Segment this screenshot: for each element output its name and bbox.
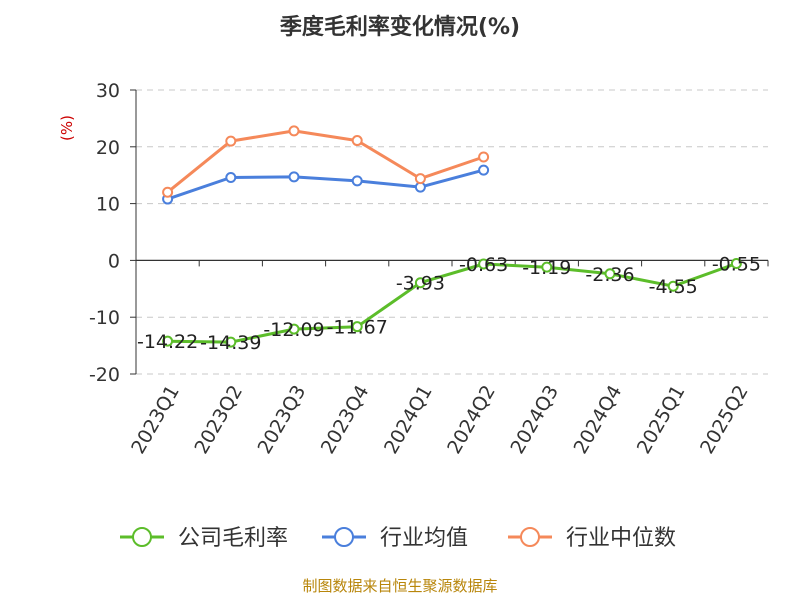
data-point-s2-0 bbox=[162, 186, 174, 198]
data-point-s1-3 bbox=[351, 175, 363, 187]
x-tick-label-2025Q2: 2025Q2 bbox=[696, 382, 753, 458]
data-point-s0-1 bbox=[225, 336, 237, 348]
chart-title: 季度毛利率变化情况(%) bbox=[280, 14, 520, 40]
legend-label-1: 行业均值 bbox=[380, 526, 468, 551]
data-point-s0-4 bbox=[414, 277, 426, 289]
data-point-s0-6 bbox=[541, 261, 553, 273]
data-point-s0-2 bbox=[288, 323, 300, 335]
data-label-4: -3.93 bbox=[396, 273, 445, 295]
data-label-3: -11.67 bbox=[327, 317, 388, 339]
data-point-s2-5 bbox=[478, 151, 490, 163]
x-tick-label-2023Q2: 2023Q2 bbox=[190, 382, 247, 458]
y-tick-label-10: 10 bbox=[96, 194, 120, 216]
legend-item-2: 行业中位数 bbox=[508, 526, 676, 551]
x-tick-label-2025Q1: 2025Q1 bbox=[633, 382, 690, 458]
data-label-6: -1.19 bbox=[522, 257, 571, 279]
legend-swatch-marker-0 bbox=[132, 527, 152, 547]
y-tick-label-20: 20 bbox=[96, 137, 120, 159]
data-point-s1-5 bbox=[478, 164, 490, 176]
x-tick-label-2023Q3: 2023Q3 bbox=[254, 382, 311, 458]
data-point-s0-0 bbox=[162, 335, 174, 347]
series-line-0 bbox=[167, 262, 737, 344]
legend-swatch-marker-1 bbox=[334, 527, 354, 547]
data-point-s2-2 bbox=[288, 125, 300, 137]
data-label-5: -0.63 bbox=[459, 254, 508, 276]
y-tick-label-30: 30 bbox=[96, 80, 120, 102]
x-tick-label-2023Q1: 2023Q1 bbox=[127, 382, 184, 458]
x-tick-label-2023Q4: 2023Q4 bbox=[317, 382, 374, 458]
data-point-s0-8 bbox=[667, 280, 679, 292]
legend-label-0: 公司毛利率 bbox=[178, 526, 288, 551]
y-tick-label--10: -10 bbox=[89, 307, 120, 329]
data-point-s0-5 bbox=[478, 258, 490, 270]
data-point-s2-3 bbox=[351, 135, 363, 147]
data-label-2: -12.09 bbox=[263, 319, 324, 341]
x-tick-label-2024Q3: 2024Q3 bbox=[506, 382, 563, 458]
data-point-s0-9 bbox=[730, 258, 742, 270]
series-line-2 bbox=[166, 129, 485, 194]
legend-item-0: 公司毛利率 bbox=[120, 526, 288, 551]
series-lines bbox=[166, 129, 737, 344]
x-tick-label-2024Q4: 2024Q4 bbox=[570, 382, 627, 458]
data-point-s2-1 bbox=[225, 135, 237, 147]
series-line-1 bbox=[167, 168, 484, 201]
data-point-s1-2 bbox=[288, 171, 300, 183]
y-tick-label-0: 0 bbox=[108, 250, 120, 272]
x-tick-label-2024Q2: 2024Q2 bbox=[443, 382, 500, 458]
data-point-s2-4 bbox=[414, 173, 426, 185]
legend-label-2: 行业中位数 bbox=[566, 526, 676, 551]
data-label-8: -4.55 bbox=[649, 276, 698, 298]
data-point-s0-3 bbox=[351, 321, 363, 333]
source-note: 制图数据来自恒生聚源数据库 bbox=[302, 577, 497, 595]
y-tick-label--20: -20 bbox=[89, 364, 120, 386]
data-label-7: -2.36 bbox=[585, 264, 634, 286]
legend-swatch-marker-2 bbox=[520, 527, 540, 547]
legend-item-1: 行业均值 bbox=[322, 526, 468, 551]
data-point-s0-7 bbox=[604, 268, 616, 280]
x-tick-label-2024Q1: 2024Q1 bbox=[380, 382, 437, 458]
data-label-1: -14.39 bbox=[200, 332, 261, 354]
data-labels: -14.22 -14.39-12.09 -11.67-3.93-0.63 -1.19-… bbox=[137, 254, 761, 355]
y-axis-unit: (%) bbox=[58, 115, 76, 141]
data-point-s1-1 bbox=[225, 171, 237, 183]
series-points bbox=[162, 125, 742, 348]
data-label-0: -14.22 bbox=[137, 331, 198, 353]
legend: 公司毛利率 行业均值 行业中位数 bbox=[120, 526, 676, 551]
data-label-9: -0.55 bbox=[712, 254, 761, 276]
